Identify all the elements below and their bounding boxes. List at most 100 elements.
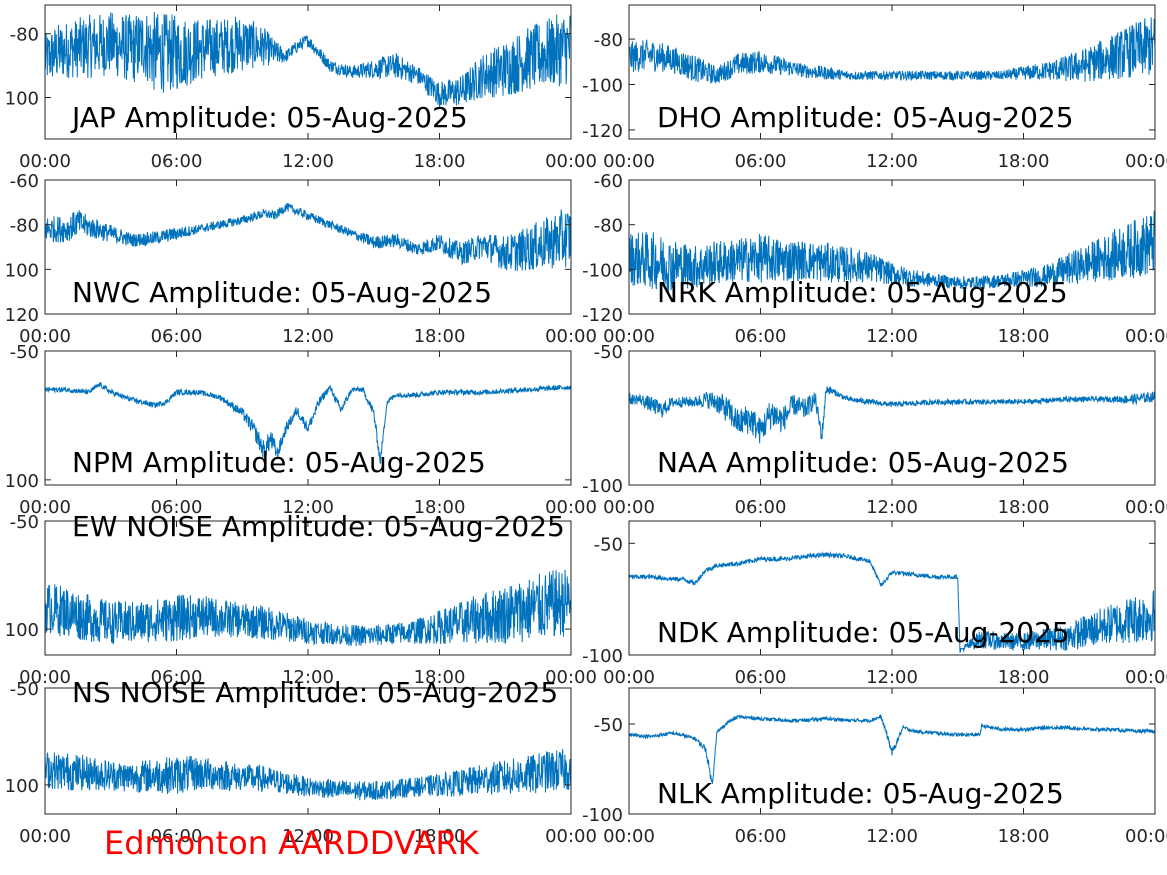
y-tick-label: 100 xyxy=(5,776,39,797)
panel-title: NRK Amplitude: 05-Aug-2025 xyxy=(657,276,1068,309)
x-tick-label: 00:00 xyxy=(1125,326,1167,347)
y-tick-label: -50 xyxy=(594,534,623,555)
x-tick-label: 18:00 xyxy=(414,326,466,347)
x-tick-label: 00:00 xyxy=(19,326,71,347)
panel-title: DHO Amplitude: 05-Aug-2025 xyxy=(657,101,1074,134)
x-tick-label: 06:00 xyxy=(735,826,787,847)
x-tick-label: 00:00 xyxy=(603,151,655,172)
x-tick-label: 00:00 xyxy=(545,826,597,847)
x-tick-label: 18:00 xyxy=(998,151,1050,172)
series-line xyxy=(45,11,571,108)
x-tick-label: 12:00 xyxy=(866,826,918,847)
panel-1: -80 100 00:00 06:00 12:00 18:00 00:00 JAP Ampli… xyxy=(5,4,597,172)
x-tick-label: 00:00 xyxy=(545,151,597,172)
panel-title: NAA Amplitude: 05-Aug-2025 xyxy=(657,446,1069,479)
x-tick-label: 00:00 xyxy=(603,667,655,688)
x-tick-label: 00:00 xyxy=(19,151,71,172)
y-tick-label: -120 xyxy=(582,305,623,326)
x-tick-label: 12:00 xyxy=(866,151,918,172)
x-tick-label: 00:00 xyxy=(19,826,71,847)
series-line xyxy=(45,569,571,647)
panel-title: NPM Amplitude: 05-Aug-2025 xyxy=(72,446,486,479)
x-tick-label: 12:00 xyxy=(282,151,334,172)
y-tick-label: 100 xyxy=(5,620,39,641)
x-tick-label: 12:00 xyxy=(282,326,334,347)
y-tick-label: -100 xyxy=(582,75,623,96)
x-tick-label: 18:00 xyxy=(998,326,1050,347)
y-tick-label: 120 xyxy=(5,305,39,326)
y-tick-label: -50 xyxy=(594,342,623,363)
x-tick-label: 06:00 xyxy=(151,497,203,518)
panel-title: NDK Amplitude: 05-Aug-2025 xyxy=(657,616,1070,649)
panel-9: -50 100 00:00 06:00 12:00 18:00 00:00 NS NOISE … xyxy=(5,676,597,847)
series-line xyxy=(629,210,1155,292)
x-tick-label: 00:00 xyxy=(603,826,655,847)
x-tick-label: 00:00 xyxy=(603,497,655,518)
y-tick-label: 100 xyxy=(5,89,39,110)
series-line xyxy=(45,382,571,464)
x-tick-label: 06:00 xyxy=(735,667,787,688)
y-tick-label: -100 xyxy=(582,805,623,826)
x-tick-label: 00:00 xyxy=(19,497,71,518)
panel-2: -80-100-12000:0006:0012:0018:0000:00DHO … xyxy=(582,4,1167,172)
x-tick-label: 12:00 xyxy=(282,667,334,688)
x-tick-label: 06:00 xyxy=(735,497,787,518)
x-tick-label: 00:00 xyxy=(603,326,655,347)
panel-title: NLK Amplitude: 05-Aug-2025 xyxy=(657,777,1064,810)
x-tick-label: 12:00 xyxy=(282,497,334,518)
y-tick-label: -50 xyxy=(10,342,39,363)
x-tick-label: 00:00 xyxy=(1125,151,1167,172)
y-tick-label: 100 xyxy=(5,471,39,492)
x-tick-label: 06:00 xyxy=(151,151,203,172)
x-tick-label: 18:00 xyxy=(414,826,466,847)
y-tick-label: -100 xyxy=(582,476,623,497)
x-tick-label: 00:00 xyxy=(1125,497,1167,518)
x-tick-label: 00:00 xyxy=(1125,667,1167,688)
panel-title: EW NOISE Amplitude: 05-Aug-2025 xyxy=(72,510,565,543)
x-tick-label: 18:00 xyxy=(998,667,1050,688)
series-line xyxy=(629,551,1155,653)
x-tick-label: 00:00 xyxy=(545,326,597,347)
x-tick-label: 00:00 xyxy=(19,667,71,688)
series-line xyxy=(629,17,1155,84)
x-tick-label: 12:00 xyxy=(866,497,918,518)
series-line xyxy=(629,386,1155,444)
x-tick-label: 06:00 xyxy=(151,667,203,688)
panel-4: -60-80-100-12000:0006:0012:0018:0000:00N… xyxy=(582,171,1167,347)
x-tick-label: 12:00 xyxy=(282,826,334,847)
panel-title: NS NOISE Amplitude: 05-Aug-2025 xyxy=(72,676,558,709)
x-tick-label: 06:00 xyxy=(151,826,203,847)
y-tick-label: -80 xyxy=(10,216,39,237)
y-tick-label: -50 xyxy=(594,715,623,736)
x-tick-label: 12:00 xyxy=(866,667,918,688)
x-tick-label: 06:00 xyxy=(151,326,203,347)
y-tick-label: -80 xyxy=(594,30,623,51)
x-tick-label: 06:00 xyxy=(735,151,787,172)
x-tick-label: 18:00 xyxy=(414,151,466,172)
y-tick-label: -60 xyxy=(10,171,39,192)
y-tick-label: -50 xyxy=(10,679,39,700)
y-tick-label: -80 xyxy=(594,216,623,237)
x-tick-label: 18:00 xyxy=(414,667,466,688)
y-tick-label: -60 xyxy=(594,171,623,192)
y-tick-label: -120 xyxy=(582,121,623,142)
series-line xyxy=(629,713,1155,784)
y-tick-label: -100 xyxy=(582,260,623,281)
series-line xyxy=(45,202,571,272)
x-tick-label: 12:00 xyxy=(866,326,918,347)
x-tick-label: 00:00 xyxy=(545,497,597,518)
x-tick-label: 00:00 xyxy=(545,667,597,688)
y-tick-label: -100 xyxy=(582,646,623,667)
y-tick-label: -80 xyxy=(10,25,39,46)
panel-title: NWC Amplitude: 05-Aug-2025 xyxy=(72,276,492,309)
y-tick-label: 100 xyxy=(5,260,39,281)
series-line xyxy=(45,748,571,801)
x-tick-label: 18:00 xyxy=(998,826,1050,847)
y-tick-label: -50 xyxy=(10,512,39,533)
x-tick-label: 06:00 xyxy=(735,326,787,347)
